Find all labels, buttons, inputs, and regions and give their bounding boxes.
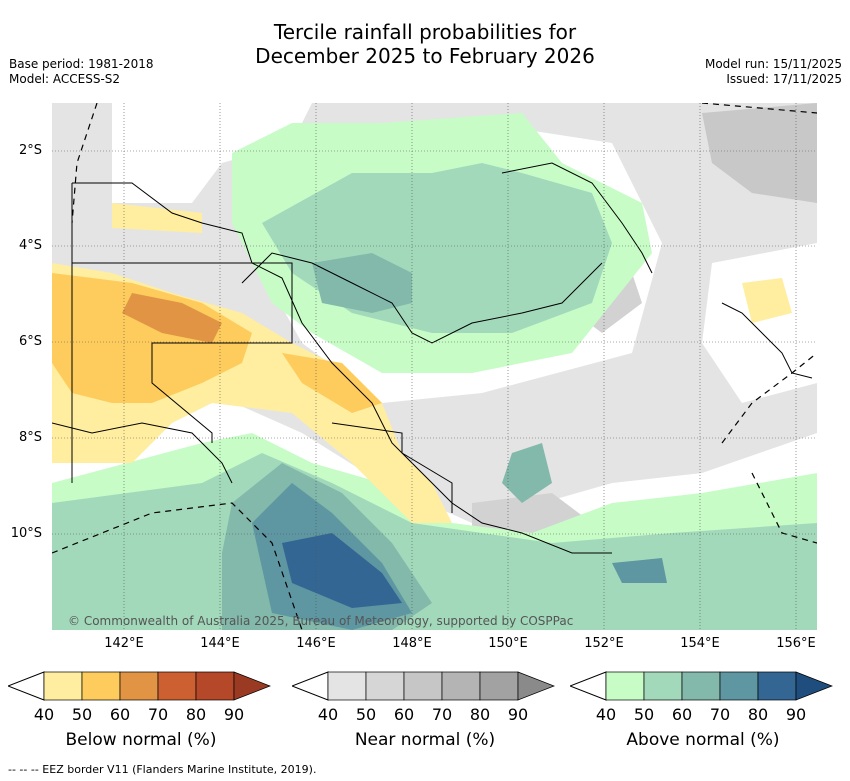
above-normal-60 <box>612 558 667 583</box>
colorbar-swatch <box>157 671 197 701</box>
near-normal-60 <box>702 103 817 203</box>
above-normal-60 <box>502 443 552 503</box>
colorbar-under-tip <box>568 671 607 701</box>
colorbar-tick-label: 90 <box>507 705 529 724</box>
colorbar-tick-label: 70 <box>147 705 169 724</box>
legend-near-normal: 40 50 60 70 80 90 Near normal (%) <box>290 671 558 751</box>
colorbar-tick-label: 60 <box>671 705 693 724</box>
issued-date: Issued: 17/11/2025 <box>726 72 842 86</box>
model-name: Model: ACCESS-S2 <box>9 72 121 86</box>
colorbar-swatch <box>681 671 721 701</box>
below-normal-60 <box>122 293 222 343</box>
lon-tick: 142°E <box>104 636 144 651</box>
colorbar-tick-label: 60 <box>393 705 415 724</box>
below-normal-40 <box>742 278 792 323</box>
lon-tick: 156°E <box>776 636 816 651</box>
below-normal-50 <box>282 353 382 413</box>
lon-tick: 144°E <box>200 636 240 651</box>
colorbar-swatch <box>365 671 405 701</box>
colorbar-swatch <box>479 671 519 701</box>
legend-below-normal: 40 50 60 70 80 90 Below normal (%) <box>6 671 274 751</box>
eez-footnote: -- -- -- EEZ border V11 (Flanders Marine… <box>8 763 317 776</box>
colorbar-swatch <box>757 671 797 701</box>
colorbar-swatch <box>441 671 481 701</box>
lat-tick: 8°S <box>18 430 42 445</box>
copyright-notice: © Commonwealth of Australia 2025, Bureau… <box>68 614 574 628</box>
colorbar-tick-label: 40 <box>33 705 55 724</box>
gridlines <box>52 103 817 630</box>
title-line-1: Tercile rainfall probabilities for <box>273 20 577 44</box>
colorbar <box>568 671 833 701</box>
lon-tick: 154°E <box>680 636 720 651</box>
colorbar-tick-label: 70 <box>709 705 731 724</box>
colorbar-tick-label: 40 <box>595 705 617 724</box>
legend-above-normal: 40 50 60 70 80 90 Above normal (%) <box>568 671 836 751</box>
colorbar-swatch <box>43 671 83 701</box>
colorbar <box>6 671 271 701</box>
colorbar-swatch <box>195 671 235 701</box>
meta-right: Model run: 15/11/2025 Issued: 17/11/2025 <box>705 57 842 87</box>
coastlines <box>52 162 813 554</box>
white-zone <box>112 103 312 203</box>
lon-tick: 152°E <box>584 636 624 651</box>
colorbar-over-tip <box>517 671 555 701</box>
colorbar-tick-label: 90 <box>785 705 807 724</box>
below-normal-50 <box>112 203 202 233</box>
colorbar-tick-label: 70 <box>431 705 453 724</box>
colorbar-under-tip <box>6 671 45 701</box>
colorbar-tick-label: 50 <box>355 705 377 724</box>
colorbar-swatch <box>327 671 367 701</box>
colorbar-tick-label: 50 <box>71 705 93 724</box>
colorbar-tick-label: 40 <box>317 705 339 724</box>
colorbar-swatch <box>719 671 759 701</box>
map-title: Tercile rainfall probabilities for Decem… <box>0 20 850 68</box>
colorbar-swatch <box>403 671 443 701</box>
colorbar-tick-label: 80 <box>469 705 491 724</box>
above-normal-80 <box>282 533 402 608</box>
above-normal-60 <box>312 253 412 313</box>
probability-map[interactable]: © Commonwealth of Australia 2025, Bureau… <box>52 103 817 630</box>
lat-tick: 10°S <box>10 526 42 541</box>
colorbar-swatch <box>81 671 121 701</box>
colorbar-under-tip <box>290 671 329 701</box>
lat-tick: 2°S <box>18 143 42 158</box>
colorbar <box>290 671 555 701</box>
legend-title: Above normal (%) <box>626 730 780 750</box>
colorbar-swatch <box>119 671 159 701</box>
white-zone <box>702 243 817 403</box>
below-normal-50 <box>52 273 252 403</box>
meta-left: Base period: 1981-2018 Model: ACCESS-S2 <box>9 57 154 87</box>
lon-tick: 148°E <box>392 636 432 651</box>
colorbar-tick-label: 90 <box>223 705 245 724</box>
colorbar-tick-label: 80 <box>747 705 769 724</box>
colorbar-swatch <box>605 671 645 701</box>
model-run: Model run: 15/11/2025 <box>704 57 842 71</box>
colorbar-over-tip <box>233 671 271 701</box>
base-period: Base period: 1981-2018 <box>9 57 154 71</box>
lon-tick: 150°E <box>488 636 528 651</box>
title-line-2: December 2025 to February 2026 <box>255 44 595 68</box>
map-graphic <box>52 103 817 630</box>
colorbar-swatch <box>643 671 683 701</box>
eez-borders <box>52 103 817 630</box>
colorbar-tick-label: 60 <box>109 705 131 724</box>
legend-title: Near normal (%) <box>354 730 496 750</box>
lat-tick: 6°S <box>18 334 42 349</box>
lat-tick: 4°S <box>18 238 42 253</box>
lon-tick: 146°E <box>296 636 336 651</box>
colorbar-tick-label: 80 <box>185 705 207 724</box>
colorbar-tick-label: 50 <box>633 705 655 724</box>
colorbar-over-tip <box>795 671 833 701</box>
legend-title: Below normal (%) <box>65 730 217 750</box>
